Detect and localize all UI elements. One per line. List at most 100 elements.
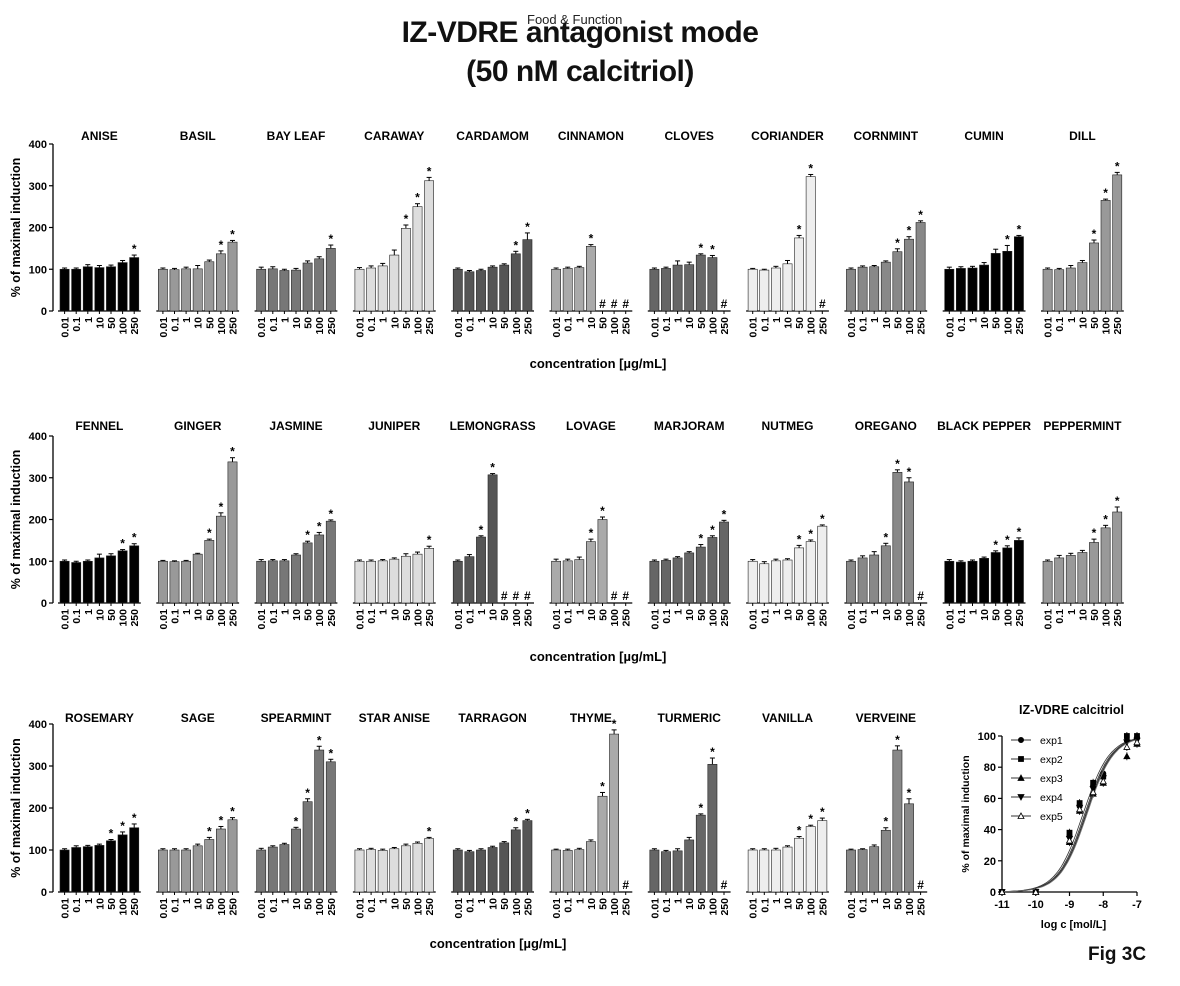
bar xyxy=(782,263,793,312)
y-axis-label: % of maximal induction xyxy=(9,450,23,590)
bar xyxy=(1042,560,1053,604)
x-tick-label: 1 xyxy=(673,898,685,904)
not-tested-mark: # xyxy=(599,297,606,311)
bar xyxy=(106,555,116,604)
bar xyxy=(1112,174,1123,312)
x-tick-label: 10 xyxy=(291,898,303,910)
group-label: BLACK PEPPER xyxy=(937,419,1031,433)
x-tick-label: 100 xyxy=(314,317,326,335)
x-tick-label: 10 xyxy=(193,898,205,910)
x-tick-label: 10 xyxy=(1077,609,1089,621)
x-tick-label: 0.01 xyxy=(748,898,760,919)
x-tick-label: 0.1 xyxy=(268,317,280,332)
x-tick-label: 50 xyxy=(696,317,708,329)
bar xyxy=(1042,268,1053,312)
x-tick-label: 0.01 xyxy=(256,317,268,338)
bar xyxy=(279,270,290,312)
bar xyxy=(990,552,1001,604)
bar xyxy=(1112,511,1123,604)
bar xyxy=(389,848,400,893)
x-tick-label: 0.1 xyxy=(366,609,378,624)
data-point xyxy=(1065,836,1074,844)
data-point xyxy=(1032,888,1040,895)
group-oregano: OREGANO 0.01 0.1 1 * 10 * 50 * 100#250 xyxy=(844,419,928,630)
x-tick-label: 0.01 xyxy=(748,317,760,338)
x-tick-label: 250 xyxy=(621,317,633,335)
data-point xyxy=(1090,779,1097,786)
x-tick-label: 10 xyxy=(488,317,500,329)
bar xyxy=(1100,200,1111,312)
significance-mark: * xyxy=(490,461,495,475)
x-tick-label: 50 xyxy=(106,317,118,329)
significance-mark: * xyxy=(918,208,923,222)
group-thyme: THYME 0.01 0.1 1 10 * 50 * 100#250 xyxy=(549,711,633,918)
bar xyxy=(302,262,313,312)
not-tested-mark: # xyxy=(622,589,629,603)
x-tick-label: 100 xyxy=(413,898,425,916)
bar xyxy=(805,826,816,893)
x-tick-label: 50 xyxy=(696,898,708,910)
series-exp5 xyxy=(998,738,1141,895)
bar xyxy=(192,845,203,893)
fit-curve xyxy=(1002,739,1138,893)
bar xyxy=(314,258,325,312)
significance-mark: * xyxy=(722,507,727,521)
significance-mark: * xyxy=(797,824,802,838)
x-tick-label: 10 xyxy=(389,317,401,329)
y-tick-label: 0 xyxy=(41,598,47,610)
y-tick-label: 100 xyxy=(29,845,47,857)
x-tick-label: 1 xyxy=(476,898,488,904)
x-tick-label: 250 xyxy=(326,317,338,335)
x-tick-label: 100 xyxy=(216,609,228,627)
significance-mark: * xyxy=(230,445,235,459)
x-tick-label: 250 xyxy=(916,317,928,335)
x-tick-label: 50 xyxy=(1089,317,1101,329)
y-tick-label: 400 xyxy=(29,139,47,151)
x-tick-label: 250 xyxy=(326,898,338,916)
bar xyxy=(904,803,914,893)
bar xyxy=(695,546,706,604)
significance-mark: * xyxy=(883,530,888,544)
bar xyxy=(279,844,290,893)
bar xyxy=(204,839,215,893)
x-tick-label: 100 xyxy=(1101,609,1113,627)
group-bay-leaf: BAY LEAF 0.01 0.1 1 10 50 100 * 250 xyxy=(254,129,338,338)
bar xyxy=(707,537,718,604)
bar xyxy=(424,838,434,893)
group-cardamom: CARDAMOM 0.01 0.1 1 10 50 * 100 * 250 xyxy=(451,129,534,337)
bar xyxy=(424,180,434,312)
x-tick-label: 1 xyxy=(869,898,881,904)
group-label: CARDAMOM xyxy=(456,129,529,143)
bar xyxy=(389,254,400,312)
x-tick-label: 50 xyxy=(204,898,216,910)
significance-mark: * xyxy=(219,813,224,827)
group-label: THYME xyxy=(570,711,612,725)
x-tick-label: 10 xyxy=(586,609,598,621)
x-tick-label: 50 xyxy=(991,317,1003,329)
x-tick-label: 100 xyxy=(806,609,818,627)
x-tick-label: 250 xyxy=(424,609,436,627)
not-tested-mark: # xyxy=(917,589,924,603)
y-tick-label: 100 xyxy=(29,264,47,276)
legend-label: exp5 xyxy=(1040,811,1063,823)
x-tick-label: 0.1 xyxy=(661,609,673,624)
x-tick-label: 250 xyxy=(916,609,928,627)
bar xyxy=(522,239,533,312)
bar xyxy=(857,557,868,604)
x-tick-label: 1 xyxy=(279,609,291,615)
x-tick-label: 0.01 xyxy=(748,609,760,630)
y-tick-label: 300 xyxy=(29,181,47,193)
x-tick-label: 1 xyxy=(476,609,488,615)
group-basil: BASIL 0.01 0.1 1 10 50 * 100 * 250 xyxy=(156,129,240,337)
x-tick-label: 50 xyxy=(598,317,610,329)
x-tick-label: 0.01 xyxy=(846,609,858,630)
x-tick-label: 250 xyxy=(719,317,731,335)
x-tick-label: 50 xyxy=(598,898,610,910)
x-tick-label: 100 xyxy=(609,609,621,627)
legend-label: exp2 xyxy=(1040,754,1063,766)
bar xyxy=(256,268,267,312)
significance-mark: * xyxy=(120,537,125,551)
bar xyxy=(129,827,140,893)
x-tick-label: 50 xyxy=(303,898,315,910)
